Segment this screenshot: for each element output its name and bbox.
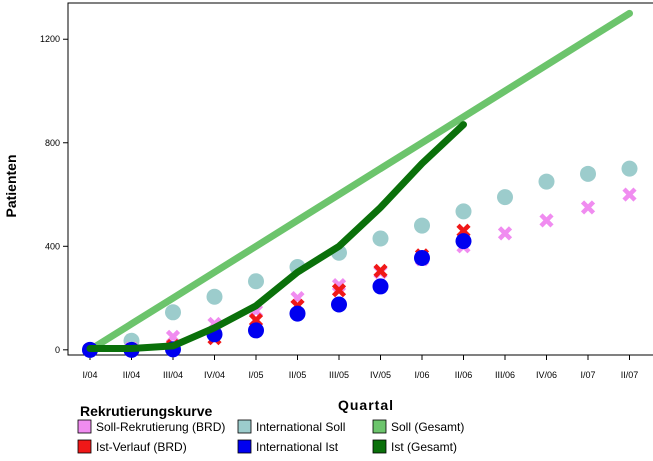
plot-border [67,2,653,356]
data-point [497,226,513,241]
data-point [621,160,638,177]
legend-label: Ist-Verlauf (BRD) [96,440,187,454]
data-point [372,278,389,295]
x-tick-label: III/05 [329,370,349,380]
series-ist-gesamt- [86,121,467,352]
x-tick-label: I/04 [82,370,97,380]
x-tick-label: II/04 [123,370,141,380]
data-point [580,165,596,182]
data-point [414,249,430,266]
series-layer [82,9,638,358]
legend-label: Soll (Gesamt) [391,420,464,434]
legend: Soll-Rekrutierung (BRD) International Sol… [77,419,464,454]
series-international-soll [82,160,638,358]
series-line [86,9,633,354]
legend-item: Soll-Rekrutierung (BRD) [77,419,225,434]
data-point [248,322,264,339]
data-point [580,200,596,215]
y-tick-label: 400 [45,241,60,251]
data-point [373,263,388,278]
legend-item: International Ist [237,439,339,454]
x-tick-label: IV/04 [204,370,225,380]
data-point [539,213,554,228]
legend-title: Rekrutierungskurve [80,403,212,419]
data-point [538,173,555,190]
legend-label: Ist (Gesamt) [391,440,457,454]
x-tick-label: IV/05 [370,370,391,380]
x-tick-label: IV/06 [536,370,557,380]
data-point [289,305,306,322]
y-axis: 0 400 800 1200 [40,34,68,355]
data-point [497,189,513,206]
plot-area [67,2,653,356]
legend-label: Soll-Rekrutierung (BRD) [96,420,225,434]
legend-label: International Soll [256,420,345,434]
x-tick-label: I/06 [414,370,429,380]
x-tick-label: III/04 [163,370,183,380]
legend-item: Ist-Verlauf (BRD) [77,439,187,454]
series-international-ist [82,233,472,358]
data-point [206,288,223,305]
y-axis-title: Patienten [3,154,19,217]
series-line [86,121,467,352]
x-tick-label: I/05 [248,370,263,380]
data-point [331,296,347,313]
series-soll-gesamt- [86,9,633,354]
data-point [331,283,347,298]
x-axis-title: Quartal [338,397,394,413]
legend-swatch [237,419,252,434]
y-tick-label: 800 [45,138,60,148]
x-tick-label: II/07 [621,370,639,380]
data-point [455,203,472,220]
data-point [455,233,472,250]
x-tick-label: III/06 [495,370,515,380]
series-soll-rekrutierung-brd- [82,187,637,357]
legend-swatch [77,439,92,454]
y-tick-label: 1200 [40,34,60,44]
legend-swatch [237,439,252,454]
legend-label: International Ist [256,440,339,454]
data-point [248,273,264,290]
data-point [622,187,637,202]
legend-item: International Soll [237,419,345,434]
x-tick-label: I/07 [580,370,595,380]
legend-swatch [77,419,92,434]
x-tick-label: II/06 [455,370,473,380]
legend-swatch [372,439,387,454]
data-point [372,230,389,247]
x-axis: I/04 II/04 III/04 IV/04 I/05 II/05 III/05 IV/05… [82,355,638,380]
legend-swatch [372,419,387,434]
legend-item: Soll (Gesamt) [372,419,464,434]
data-point [165,304,181,321]
x-tick-label: II/05 [289,370,307,380]
data-point [414,217,430,234]
y-tick-label: 0 [55,345,60,355]
legend-item: Ist (Gesamt) [372,439,457,454]
